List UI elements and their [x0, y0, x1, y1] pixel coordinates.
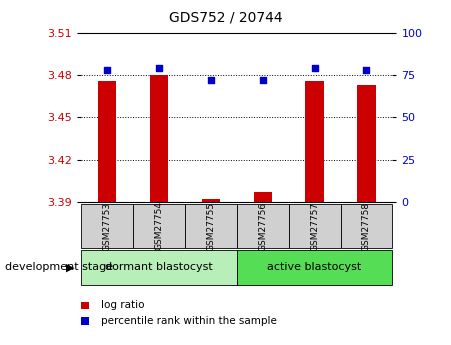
- Point: [155, 66, 162, 71]
- Bar: [253, 192, 272, 202]
- Bar: [81, 204, 133, 248]
- Text: ▶: ▶: [66, 263, 74, 272]
- Text: active blastocyst: active blastocyst: [267, 263, 362, 272]
- Bar: [305, 81, 324, 202]
- Point: [103, 67, 110, 73]
- Text: GDS752 / 20744: GDS752 / 20744: [169, 10, 282, 24]
- Text: GSM27753: GSM27753: [103, 201, 111, 250]
- Text: development stage: development stage: [5, 263, 113, 272]
- Text: log ratio: log ratio: [101, 300, 145, 310]
- Text: GSM27754: GSM27754: [155, 201, 163, 250]
- Bar: [357, 85, 376, 202]
- Text: percentile rank within the sample: percentile rank within the sample: [101, 316, 277, 326]
- Text: GSM27755: GSM27755: [207, 201, 215, 250]
- Point: [259, 77, 266, 83]
- Point: [207, 77, 214, 83]
- Bar: [202, 199, 220, 202]
- Bar: [185, 204, 237, 248]
- Bar: [150, 75, 168, 202]
- Bar: [237, 250, 392, 285]
- Bar: [289, 204, 341, 248]
- Text: dormant blastocyst: dormant blastocyst: [105, 263, 213, 272]
- Bar: [341, 204, 392, 248]
- Bar: [98, 81, 116, 202]
- Text: GSM27757: GSM27757: [310, 201, 319, 250]
- Text: GSM27758: GSM27758: [362, 201, 371, 250]
- Bar: [133, 204, 185, 248]
- Text: GSM27756: GSM27756: [258, 201, 267, 250]
- Point: [311, 66, 318, 71]
- Point: [363, 67, 370, 73]
- Bar: [237, 204, 289, 248]
- Bar: [81, 250, 237, 285]
